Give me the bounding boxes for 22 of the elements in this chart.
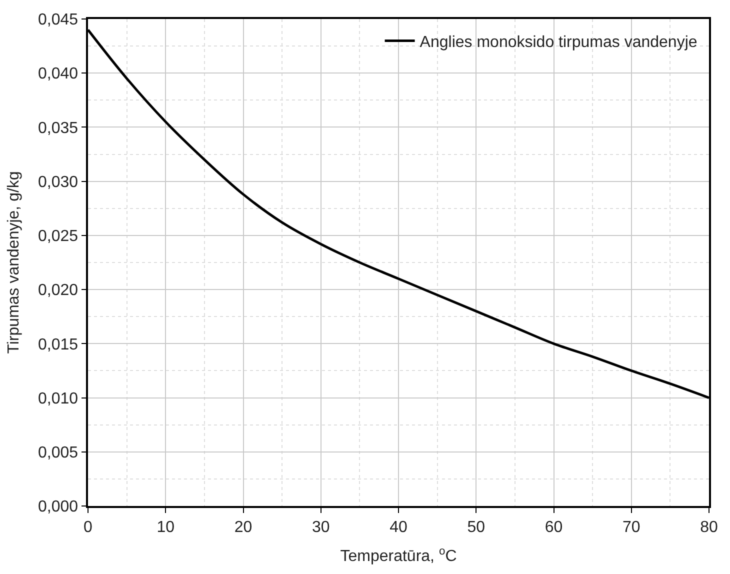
x-tick-label: 10	[156, 518, 175, 536]
x-tick-label: 30	[312, 518, 330, 536]
x-tick-label: 50	[467, 518, 486, 536]
x-tick-label: 80	[700, 518, 718, 536]
y-tick-label: 0,015	[38, 336, 78, 354]
y-tick-label: 0,000	[38, 498, 78, 516]
y-tick-label: 0,005	[38, 444, 78, 462]
y-tick-label: 0,025	[38, 228, 78, 246]
x-tick-label: 70	[622, 518, 640, 536]
x-tick-label: 60	[544, 518, 563, 536]
y-axis-title: Tirpumas vandenyje, g/kg	[5, 171, 22, 354]
y-tick-label: 0,030	[38, 174, 78, 191]
x-axis-title: Temperatūra, $^{o}$C	[340, 545, 457, 566]
y-tick-label: 0,020	[38, 282, 78, 300]
x-tick-label: 20	[234, 518, 252, 536]
legend-label: Anglies monoksido tirpumas vandenyje	[420, 34, 698, 52]
y-tick-label: 0,035	[38, 120, 78, 137]
x-tick-label: 40	[390, 518, 408, 536]
x-tick-label: 0	[84, 518, 93, 536]
y-tick-label: 0,040	[38, 66, 78, 83]
y-tick-label: 0,010	[38, 390, 78, 408]
y-tick-label: 0,045	[38, 12, 78, 29]
